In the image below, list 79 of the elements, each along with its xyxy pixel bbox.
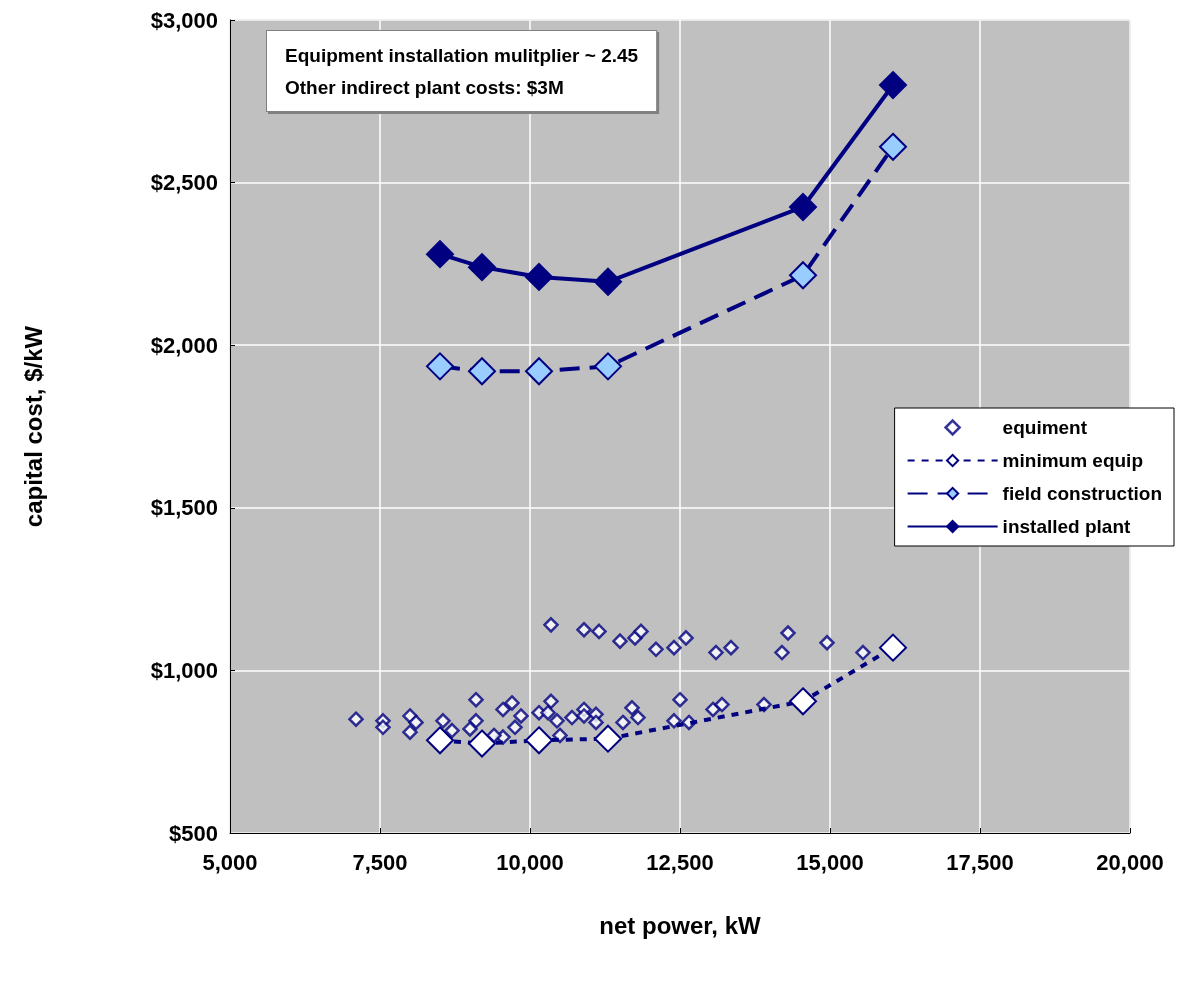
- legend-label: minimum equip: [1002, 450, 1144, 471]
- point: [435, 713, 451, 729]
- point: [543, 693, 559, 710]
- point: [591, 623, 607, 640]
- point: [678, 630, 694, 646]
- y-tick-label: $500: [169, 820, 218, 846]
- point: [552, 727, 568, 744]
- point: [426, 352, 454, 381]
- x-tick-label: 12,500: [646, 849, 714, 875]
- point: [576, 622, 592, 638]
- point: [543, 617, 559, 633]
- point: [780, 625, 796, 641]
- legend-label: equiment: [1002, 417, 1088, 438]
- annotation: Other indirect plant costs: $3M: [285, 76, 564, 98]
- point: [549, 713, 565, 729]
- point: [468, 713, 484, 729]
- point: [615, 714, 631, 731]
- point: [624, 700, 640, 716]
- point: [879, 71, 907, 100]
- y-tick-label: $1,000: [150, 657, 218, 683]
- point: [348, 711, 364, 727]
- y-tick-label: $1,500: [150, 495, 218, 521]
- x-tick-label: 20,000: [1096, 849, 1164, 875]
- point: [648, 641, 664, 658]
- point: [708, 644, 724, 661]
- point: [426, 726, 454, 755]
- x-tick-label: 5,000: [202, 849, 258, 875]
- point: [507, 719, 523, 736]
- point: [525, 262, 553, 291]
- point: [879, 633, 907, 662]
- point: [789, 687, 817, 716]
- point: [672, 691, 688, 708]
- point: [468, 253, 496, 282]
- point: [462, 721, 478, 737]
- y-tick-label: $2,000: [150, 332, 218, 358]
- point: [714, 696, 730, 713]
- point: [468, 691, 484, 708]
- point: [594, 724, 622, 753]
- annotation: Equipment installation mulitplier ~ 2.45: [285, 44, 639, 66]
- point: [525, 726, 553, 755]
- point: [513, 708, 529, 724]
- point: [426, 240, 454, 269]
- x-tick-label: 10,000: [496, 849, 564, 875]
- point: [468, 357, 496, 386]
- point: [666, 713, 682, 729]
- y-tick-label: $2,500: [150, 170, 218, 196]
- point: [408, 714, 424, 731]
- point: [504, 695, 520, 711]
- x-tick-label: 7,500: [352, 849, 408, 875]
- point: [594, 352, 622, 381]
- point: [789, 261, 817, 290]
- x-tick-label: 15,000: [796, 849, 864, 875]
- point: [540, 704, 556, 721]
- y-axis-title: capital cost, $/kW: [19, 325, 47, 528]
- point: [666, 639, 682, 656]
- point: [633, 623, 649, 640]
- x-axis-title: net power, kW: [599, 911, 762, 939]
- y-tick-label: $3,000: [150, 7, 218, 33]
- point: [576, 708, 592, 724]
- legend-label: installed plant: [1002, 516, 1132, 537]
- legend-label: field construction: [1002, 483, 1163, 504]
- point: [723, 639, 739, 656]
- point: [564, 709, 580, 726]
- point: [630, 709, 646, 726]
- point: [402, 724, 418, 740]
- x-tick-label: 17,500: [946, 849, 1014, 875]
- point: [444, 722, 460, 739]
- point: [495, 701, 511, 718]
- point: [468, 729, 496, 758]
- point: [819, 635, 835, 651]
- point: [774, 644, 790, 661]
- point: [789, 192, 817, 221]
- point: [375, 719, 391, 736]
- point: [612, 633, 628, 649]
- point: [879, 132, 907, 161]
- point: [855, 644, 871, 661]
- point: [588, 714, 604, 731]
- point: [525, 357, 553, 386]
- point: [594, 267, 622, 296]
